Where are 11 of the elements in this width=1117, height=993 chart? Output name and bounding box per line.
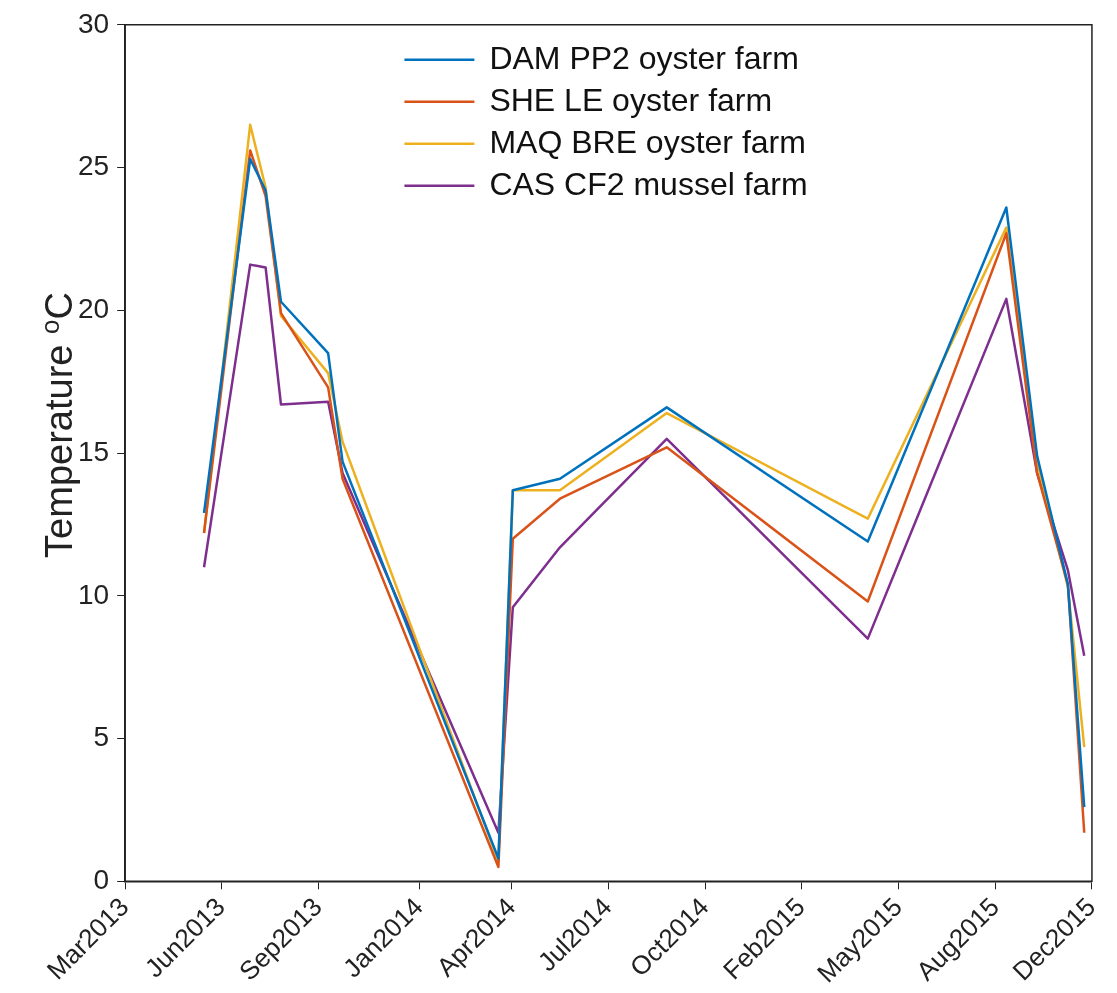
legend-label: DAM PP2 oyster farm [489,39,799,76]
y-tick-label: 25 [77,150,110,182]
y-tick-label: 10 [77,578,110,610]
legend-label: CAS CF2 mussel farm [489,165,808,202]
y-tick-label: 5 [93,721,110,753]
y-tick-label: 15 [77,435,110,467]
y-tick-label: 20 [77,293,110,325]
legend-label: MAQ BRE oyster farm [489,123,806,160]
y-tick-label: 30 [77,7,110,39]
legend-label: SHE LE oyster farm [489,81,773,118]
y-tick-label: 0 [93,864,110,896]
